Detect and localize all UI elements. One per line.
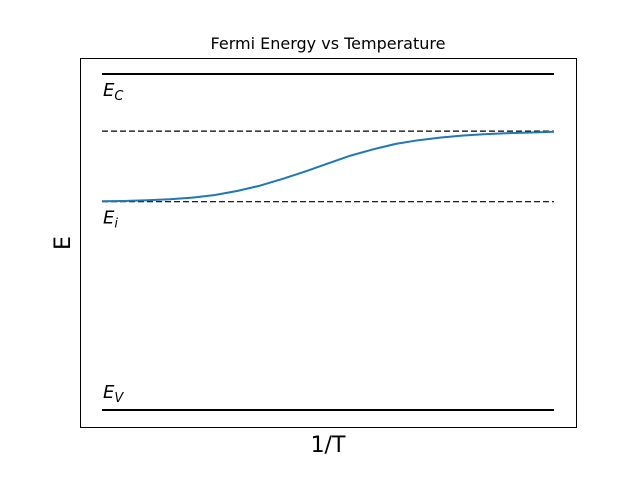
x-axis-label: 1/T [311,433,346,458]
chart-title: Fermi Energy vs Temperature [211,34,446,53]
fermi-level-line [101,130,555,203]
series-group [101,130,555,203]
level-label-ec: EC [103,80,124,104]
level-label-ei: Ei [103,208,118,232]
y-axis-label: E [51,236,76,250]
plot-frame [80,58,577,428]
level-label-ev: EV [103,382,124,406]
energy-levels: EC Ei EV [102,73,554,411]
